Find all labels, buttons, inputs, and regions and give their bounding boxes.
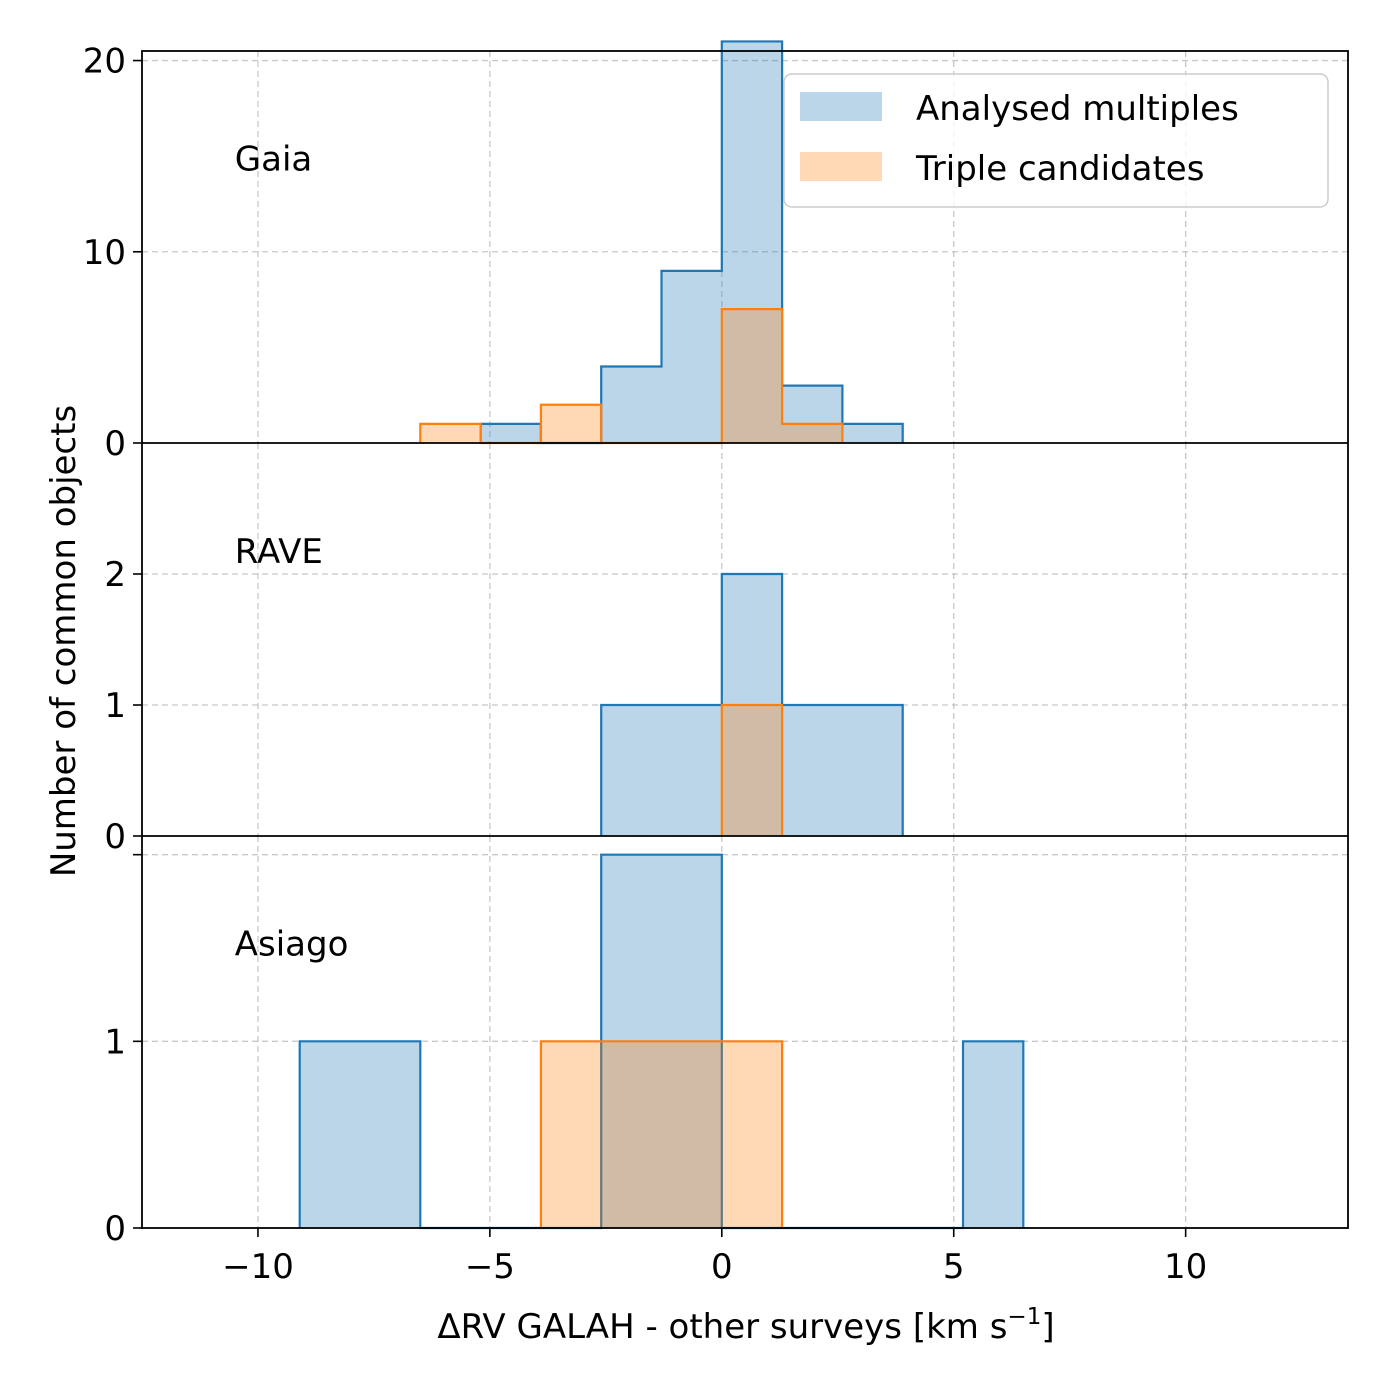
x-axis-label: ΔRV GALAH - other surveys [km s−1]: [437, 1304, 1054, 1347]
y-tick-label-gaia-10: 10: [83, 233, 126, 273]
legend-frame: [783, 73, 1329, 208]
panel-label-rave: RAVE: [235, 532, 323, 572]
bar-multiples-rave-6: [661, 705, 722, 836]
bar-triples-rave-7: [721, 705, 783, 836]
bar-triples-asiago-4: [540, 1041, 602, 1228]
bar-triples-gaia-4: [540, 404, 602, 443]
y-tick-label-rave-1: 1: [104, 686, 126, 726]
bar-triples-gaia-7: [721, 309, 783, 443]
y-tick-label-asiago-1: 1: [104, 1022, 126, 1062]
panel-asiago: Asiago: [142, 836, 1348, 1230]
y-tick-label-rave-0: 0: [104, 817, 126, 857]
x-tick-label--5: −5: [465, 1247, 515, 1287]
outline-triples-rave: [720, 703, 784, 836]
x-tick-label-10: 10: [1164, 1247, 1207, 1287]
y-axis-label: Number of common objects: [44, 405, 84, 877]
outline-multiples-rave: [600, 572, 904, 836]
bar-multiples-gaia-6: [661, 270, 722, 443]
bar-triples-gaia-8: [782, 423, 843, 443]
bar-multiples-gaia-7: [721, 41, 783, 443]
legend-swatch-triple-candidates: [800, 152, 882, 181]
bar-triples-asiago-5: [601, 1041, 662, 1228]
panel-gaia: Gaia: [142, 40, 1348, 445]
bar-multiples-asiago-11: [963, 1041, 1024, 1228]
series-multiples-rave: [600, 572, 904, 836]
plot-frame: [141, 50, 1349, 1229]
series-triples-asiago: [539, 1040, 784, 1228]
bar-multiples-asiago-1: [360, 1041, 421, 1228]
panels-layer: Gaia RAVE Asiago: [142, 40, 1348, 1230]
y-tick-label-gaia-20: 20: [83, 42, 126, 82]
legend-label-analysed-multiples: Analysed multiples: [916, 89, 1239, 129]
bar-multiples-rave-9: [842, 705, 903, 836]
legend-label-triple-candidates: Triple candidates: [915, 149, 1204, 189]
x-tick-label--10: −10: [222, 1247, 294, 1287]
bar-triples-asiago-6: [661, 1041, 722, 1228]
x-tick-label-5: 5: [943, 1247, 965, 1287]
bar-multiples-gaia-8: [782, 385, 843, 443]
series-triples-rave: [720, 703, 784, 836]
bar-multiples-gaia-5: [601, 366, 662, 443]
x-tick-label-0: 0: [711, 1247, 733, 1287]
bar-multiples-asiago-0: [299, 1041, 361, 1228]
bar-triples-asiago-7: [721, 1041, 783, 1228]
outline-triples-asiago: [539, 1040, 784, 1228]
bar-multiples-gaia-9: [842, 423, 903, 443]
y-tick-label-rave-2: 2: [104, 555, 126, 595]
legend: Analysed multiples Triple candidates: [783, 73, 1329, 208]
y-tick-label-gaia-0: 0: [104, 424, 126, 464]
bar-multiples-gaia-3: [480, 423, 541, 443]
y-tick-label-asiago-0: 0: [104, 1209, 126, 1249]
bar-multiples-rave-5: [601, 705, 662, 836]
bar-multiples-rave-8: [782, 705, 843, 836]
legend-swatch-analysed-multiples: [800, 92, 882, 121]
series-triples-gaia: [419, 308, 844, 445]
bar-triples-gaia-2: [420, 423, 481, 443]
panel-rave: RAVE: [142, 443, 1348, 837]
panel-label-gaia: Gaia: [235, 140, 312, 180]
panel-label-asiago: Asiago: [235, 925, 349, 965]
